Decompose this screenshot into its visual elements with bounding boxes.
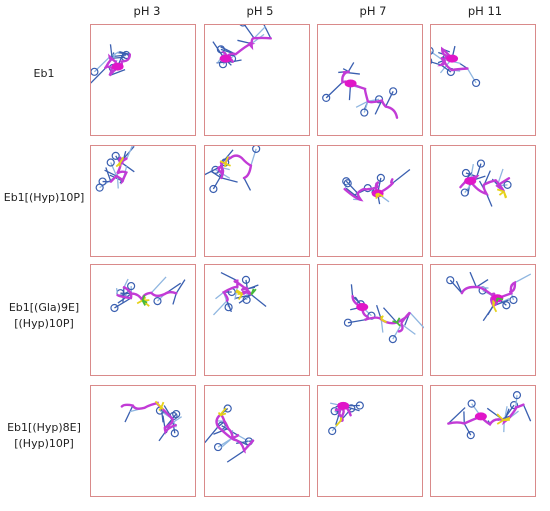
molecule-structure-image (95, 146, 135, 192)
structure-panel (317, 145, 423, 257)
structure-panel (317, 24, 423, 136)
structure-panel (204, 264, 310, 376)
structure-panel (204, 385, 310, 497)
structure-panel (204, 145, 310, 257)
molecule-structure-image (447, 391, 532, 440)
structure-panel (90, 24, 196, 136)
row-label-line: [(Hyp)10P] (14, 317, 74, 330)
row-label-eb1-hyp10p: Eb1[(Hyp)10P] (0, 190, 88, 206)
structure-panel (430, 145, 536, 257)
molecule-structure-image (205, 146, 261, 194)
structure-panel (90, 385, 196, 497)
row-label-eb1: Eb1 (0, 66, 88, 82)
structure-panel (90, 145, 196, 257)
molecule-structure-image (91, 44, 132, 84)
molecule-structure-image (459, 159, 512, 207)
column-header-ph11: pH 11 (467, 4, 503, 18)
structure-panel (204, 24, 310, 136)
structure-panel (317, 385, 423, 497)
molecule-structure-image (431, 45, 481, 88)
structure-panel (430, 385, 536, 497)
row-label-line: Eb1 (33, 67, 55, 80)
molecule-structure-image (322, 62, 399, 119)
column-header-ph7: pH 7 (359, 4, 387, 18)
row-label-eb1-gla9e-hyp10p: Eb1[(Gla)9E] [(Hyp)10P] (0, 300, 88, 332)
structure-panel (317, 264, 424, 376)
molecule-structure-image (343, 284, 424, 344)
molecule-structure-image (328, 401, 364, 436)
row-label-eb1-hyp8e-hyp10p: Eb1[(Hyp)8E] [(Hyp)10P] (0, 420, 88, 452)
row-label-line: Eb1[(Gla)9E] (8, 301, 80, 314)
row-label-line: Eb1[(Hyp)10P] (3, 191, 85, 204)
column-header-ph5: pH 5 (246, 4, 274, 18)
row-label-line: Eb1[(Hyp)8E] (7, 421, 81, 434)
molecule-structure-image (120, 400, 182, 442)
molecule-structure-image (446, 271, 532, 322)
molecule-structure-image (212, 25, 272, 69)
structure-panel (430, 264, 536, 376)
molecule-structure-image (213, 271, 267, 316)
molecule-structure-image (342, 169, 411, 205)
column-header-ph3: pH 3 (133, 4, 161, 18)
structure-panel (90, 264, 196, 376)
row-label-line: [(Hyp)10P] (14, 437, 74, 450)
molecule-structure-image (205, 404, 255, 463)
molecule-structure-image (110, 276, 186, 313)
structure-panel (430, 24, 536, 136)
